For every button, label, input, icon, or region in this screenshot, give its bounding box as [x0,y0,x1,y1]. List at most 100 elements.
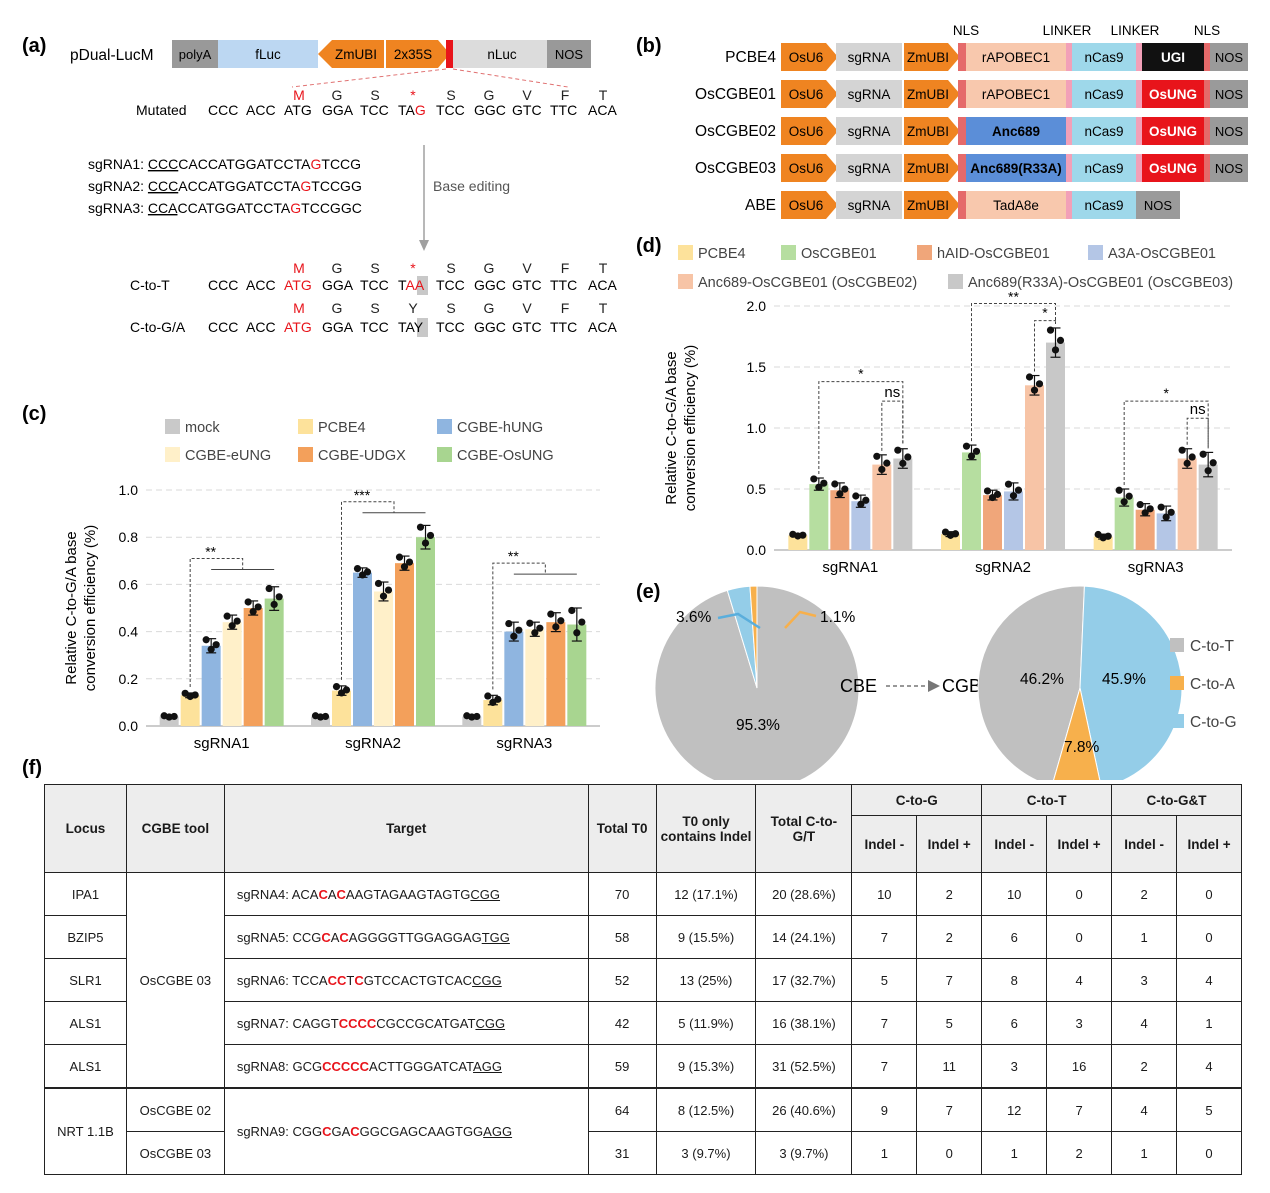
linker-block [1066,43,1072,71]
y-tick-label: 1.0 [119,482,139,498]
aa-letter: V [522,260,532,276]
cell-total-t0: 59 [587,1044,657,1089]
cell-count: 4 [1176,958,1242,1002]
legend-swatch [165,419,180,434]
cell-tool: OsCGBE 03 [125,872,225,1089]
data-point [1157,503,1165,511]
panel-d-chart: 0.0 0.5 1.0 1.5 2.0 Relative C-to-G/A base con… [663,245,1233,576]
data-point [395,553,404,561]
promoter-label: ZmUBI [907,87,949,102]
glycosylase-block [1142,117,1204,145]
data-point [1209,459,1217,467]
y-tick-label: 0.4 [119,624,139,640]
block-label-ZmUBI: ZmUBI [335,47,377,62]
cas9-label: nCas9 [1084,124,1123,139]
cell-count: 2 [1046,1131,1113,1175]
data-point [1115,486,1123,494]
bar [983,495,1002,550]
terminator-block [1210,117,1248,145]
legend-label: C-to-A [1190,676,1235,693]
x-tick-label: sgRNA3 [1128,559,1184,576]
codon: ATG [284,319,312,335]
promoter-OsU6 [781,117,838,145]
col-indel-only: T0 only contains Indel [655,784,757,873]
cell-locus: SLR1 [44,958,127,1002]
block-label-2x35S: 2x35S [394,47,432,62]
cell-indel-only: 9 (15.5%) [655,915,757,959]
col-total-t0: Total T0 [587,784,657,873]
cell-count: 0 [1176,1131,1242,1175]
legend-swatch [678,245,693,260]
sig-label: * [1042,305,1048,321]
table-row: ALS1 sgRNA8: GCGCCCCCACTTGGGATCATAGG 59 9 (… [44,1044,1242,1089]
codon: GGC [474,319,506,335]
sig-label: * [858,366,864,382]
aa-letter: V [522,300,532,316]
terminator-block [1210,43,1248,71]
data-point [515,626,523,634]
data-point [810,475,818,483]
data-point [857,500,865,508]
aa-letter: V [522,87,532,103]
table-f: Locus CGBE tool Target Total T0 T0 only … [44,784,1242,1175]
bar [243,608,263,726]
glycosylase-label: UGI [1161,50,1185,65]
cell-count: 8 [981,958,1048,1002]
promoter-label: OsU6 [789,50,824,65]
cell-count: 4 [1111,1087,1178,1132]
bar [222,622,242,726]
pie-label: 45.9% [1102,671,1146,688]
data-point [983,487,992,495]
y-tick-label: 1.0 [747,420,767,436]
panel-label-a: (a) [22,35,46,57]
data-point [270,600,278,609]
nls-block [958,117,966,145]
legend-label: CGBE-hUNG [457,420,543,436]
data-point [321,712,330,721]
cell-count: 7 [916,958,983,1002]
x-tick-label: sgRNA1 [194,735,250,752]
data-point [265,584,273,593]
guide-label: sgRNA [848,198,891,213]
cell-total-cgt: 14 (24.1%) [755,915,853,959]
legend-swatch [298,447,313,462]
data-point [400,563,409,571]
aa-letter: F [561,260,570,276]
sgrna-line: sgRNA3: CCACCATGGATCCTAGTCCGGC [88,200,362,216]
guide-label: sgRNA [848,87,891,102]
deaminase-block [966,80,1066,108]
data-point [536,624,544,632]
linker-block [1066,154,1072,182]
data-point [852,492,860,500]
terminator-label: NOS [1215,161,1244,176]
cell-total-cgt: 26 (40.6%) [755,1087,853,1132]
legend-label: Anc689-OsCGBE01 (OsCGBE02) [698,275,917,291]
legend-swatch [678,274,693,289]
col-group-c-to-g: C-to-G [851,784,983,816]
mutation-marker [446,40,453,68]
data-point [332,682,341,691]
terminator-block [1210,80,1248,108]
legend-swatch [1088,245,1103,260]
sig-bracket [1186,417,1209,449]
sub-indel-plus: Indel + [1176,815,1242,873]
construct-header: NLS [1194,23,1220,38]
cell-total-t0: 64 [587,1087,657,1132]
data-point [1120,498,1128,506]
legend-swatch [917,245,932,260]
data-point [1167,508,1175,516]
deaminase-block [966,154,1066,182]
codon: TCC [436,319,465,335]
promoter-label: ZmUBI [907,124,949,139]
data-point [1178,446,1186,454]
data-point [899,459,907,467]
sub-indel-plus: Indel + [916,815,983,873]
pie-slice [977,585,1085,780]
data-point [254,603,262,611]
promoter-ZmUBI [904,80,960,108]
bar [1114,497,1134,550]
data-point [815,483,823,491]
data-point [1204,467,1212,475]
linker-block [1066,191,1072,219]
cell-count: 10 [981,872,1048,916]
